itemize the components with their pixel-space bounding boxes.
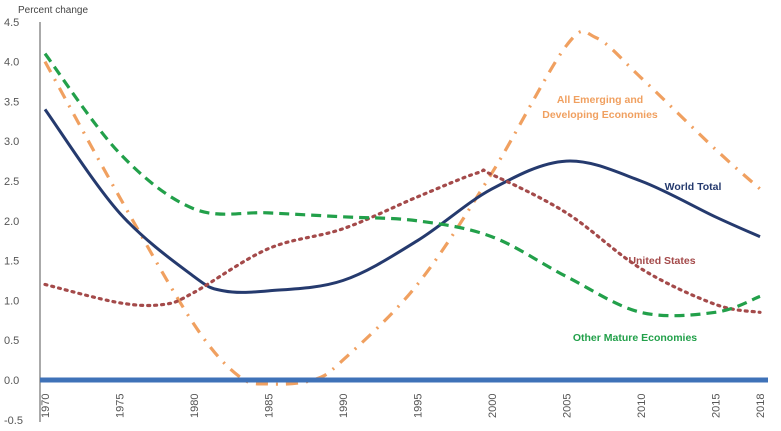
series-label: United States	[628, 255, 695, 267]
x-tick-label: 1985	[263, 394, 275, 418]
y-tick-label: 2.0	[4, 216, 19, 228]
series-lines	[43, 29, 762, 386]
x-tick-label: 1970	[40, 394, 52, 418]
y-tick-label: 0.5	[4, 335, 19, 347]
series-line-2	[43, 168, 762, 314]
y-axis-label: Percent change	[18, 5, 88, 16]
x-tick-label: 2015	[710, 394, 722, 418]
y-tick-label: 2.5	[4, 176, 19, 188]
y-tick-label: 3.0	[4, 136, 19, 148]
x-tick-label: 1975	[114, 394, 126, 418]
x-tick-label: 2018	[755, 394, 767, 418]
y-tick-label: 4.5	[4, 17, 19, 29]
series-label: Other Mature Economies	[573, 332, 697, 344]
x-tick-label: 2000	[487, 394, 499, 418]
x-tick-label: 1980	[189, 394, 201, 418]
y-tick-label: -0.5	[4, 415, 23, 427]
x-tick-label: 1990	[338, 394, 350, 418]
x-tick-labels: 1970 1975 1980 1985 1990 1995 2000 2005 2010 2015…	[40, 394, 767, 418]
y-tick-label: 4.0	[4, 57, 19, 69]
y-tick-labels: 4.5 4.0 3.5 3.0 2.5 2.0 1.5 1.0 0.5 0.0 -0.5	[4, 17, 23, 427]
x-tick-label: 2010	[636, 394, 648, 418]
series-line-1	[43, 108, 761, 294]
x-tick-label: 1995	[412, 394, 424, 418]
series-label: Developing Economies	[542, 109, 658, 121]
series-line-3	[43, 52, 761, 318]
y-tick-label: 1.5	[4, 256, 19, 268]
y-tick-label: 1.0	[4, 295, 19, 307]
y-tick-label: 0.0	[4, 375, 19, 387]
y-tick-label: 3.5	[4, 96, 19, 108]
series-label: World Total	[665, 181, 722, 193]
series-line-0	[43, 29, 762, 386]
series-labels: All Emerging and Developing Economies Worl…	[542, 94, 721, 344]
series-label: All Emerging and	[557, 94, 643, 106]
x-tick-label: 2005	[561, 394, 573, 418]
